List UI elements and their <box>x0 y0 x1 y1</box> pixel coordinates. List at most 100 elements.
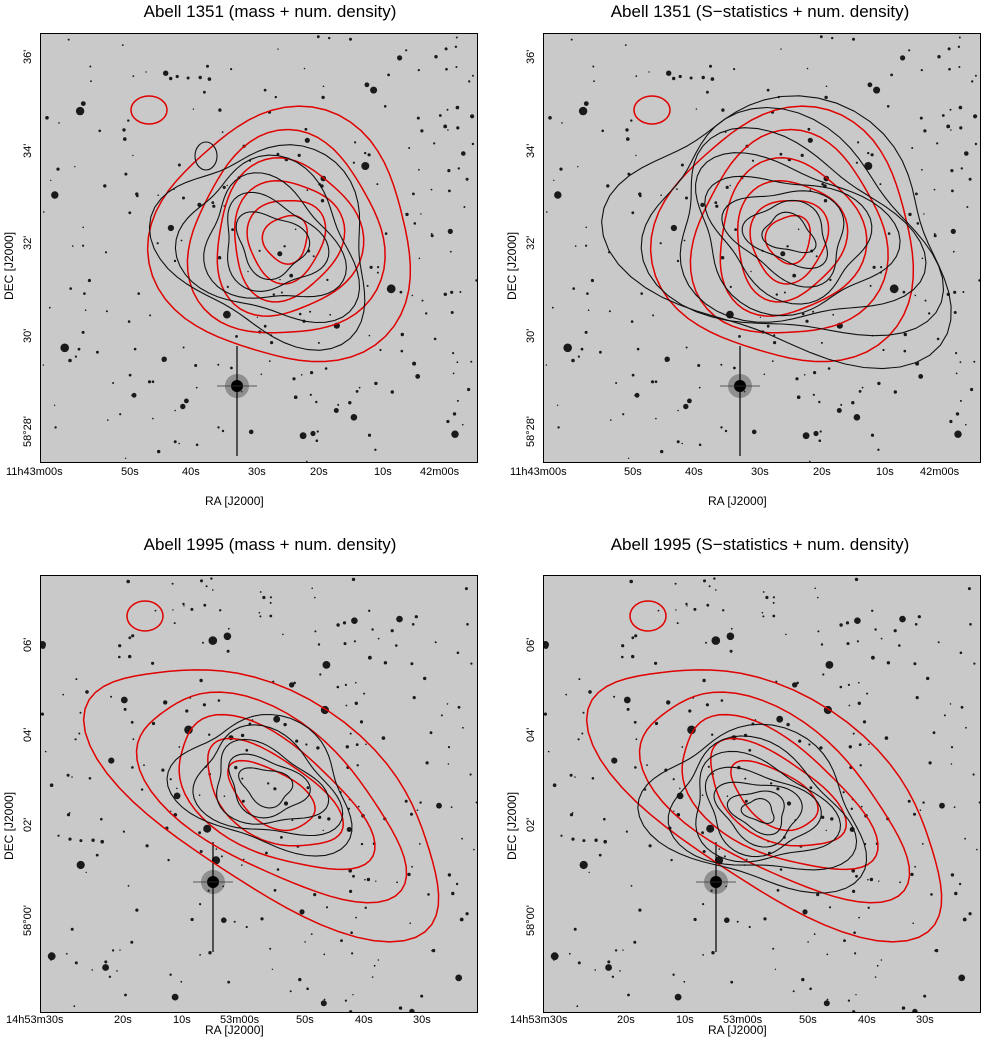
star <box>733 68 736 71</box>
star <box>230 68 233 71</box>
star <box>626 137 630 141</box>
star <box>871 655 875 660</box>
star <box>473 848 475 851</box>
star <box>262 595 266 600</box>
y-tick-label: 36' <box>525 49 537 64</box>
star <box>874 628 877 631</box>
star <box>56 167 60 171</box>
star <box>613 695 616 698</box>
star <box>269 601 272 604</box>
star <box>625 128 629 132</box>
sky-image <box>543 575 981 1013</box>
star <box>110 695 113 698</box>
star <box>328 36 331 40</box>
mass-contour <box>689 128 889 334</box>
star <box>223 205 225 207</box>
mass-contour <box>135 691 408 904</box>
mass-contour <box>649 105 915 363</box>
star <box>208 636 218 645</box>
star <box>366 877 371 882</box>
star <box>857 141 860 144</box>
star <box>630 119 633 122</box>
star <box>198 75 202 80</box>
star <box>902 290 906 294</box>
star <box>314 596 316 599</box>
star <box>167 224 174 232</box>
star <box>867 878 869 881</box>
star <box>681 442 683 445</box>
density-contour <box>238 767 294 809</box>
star <box>195 386 198 389</box>
star <box>871 609 874 612</box>
star <box>131 634 135 638</box>
star <box>412 192 415 196</box>
star <box>805 319 809 323</box>
star <box>720 256 725 260</box>
star <box>299 432 307 440</box>
star <box>212 589 214 591</box>
star <box>207 889 210 892</box>
star <box>820 643 824 646</box>
star <box>81 330 85 334</box>
star <box>862 720 867 724</box>
star <box>298 977 302 982</box>
star <box>819 746 823 750</box>
mass-contour <box>681 713 879 871</box>
x-tick-label: 14h53m30s <box>6 1014 64 1026</box>
mass-contour <box>178 713 376 871</box>
star <box>226 184 228 187</box>
star <box>937 641 940 644</box>
mass-contour <box>736 179 849 303</box>
star <box>259 615 262 618</box>
star <box>173 622 176 625</box>
star <box>452 352 455 355</box>
star <box>802 909 808 915</box>
star <box>312 255 315 258</box>
star <box>964 151 969 156</box>
star <box>958 882 962 886</box>
x-tick-label: 50s <box>121 466 139 478</box>
x-tick-label: 30s <box>248 466 266 478</box>
star <box>471 142 475 146</box>
star <box>840 403 843 406</box>
star <box>809 987 812 991</box>
star <box>623 696 631 704</box>
star <box>553 179 555 182</box>
star <box>180 403 186 410</box>
star <box>375 880 377 882</box>
star <box>336 623 340 627</box>
star <box>974 74 977 77</box>
star <box>648 71 650 73</box>
contour-plot <box>41 577 477 1012</box>
star <box>116 970 118 972</box>
panel-title: Abell 1995 (S−statistics + num. density) <box>610 535 910 554</box>
star <box>283 801 289 806</box>
star <box>470 114 475 119</box>
star <box>880 959 883 961</box>
star <box>582 839 586 843</box>
star <box>762 591 765 593</box>
star <box>215 848 218 850</box>
star <box>185 709 189 713</box>
star <box>416 809 419 811</box>
star <box>930 893 933 896</box>
star <box>199 678 203 683</box>
star <box>371 628 374 631</box>
star <box>640 292 643 295</box>
star <box>946 124 951 129</box>
star <box>263 88 267 92</box>
x-tick-label: 42m00s <box>420 466 460 478</box>
star <box>854 617 861 624</box>
star <box>677 409 679 412</box>
x-tick-label: 14h53m30s <box>510 1014 568 1026</box>
star <box>908 49 911 52</box>
star <box>957 45 961 48</box>
star <box>170 810 172 812</box>
star <box>336 685 340 689</box>
star <box>149 314 152 317</box>
star <box>41 641 46 649</box>
star <box>176 787 178 790</box>
star <box>316 430 319 433</box>
star <box>408 147 411 149</box>
star <box>226 649 230 653</box>
